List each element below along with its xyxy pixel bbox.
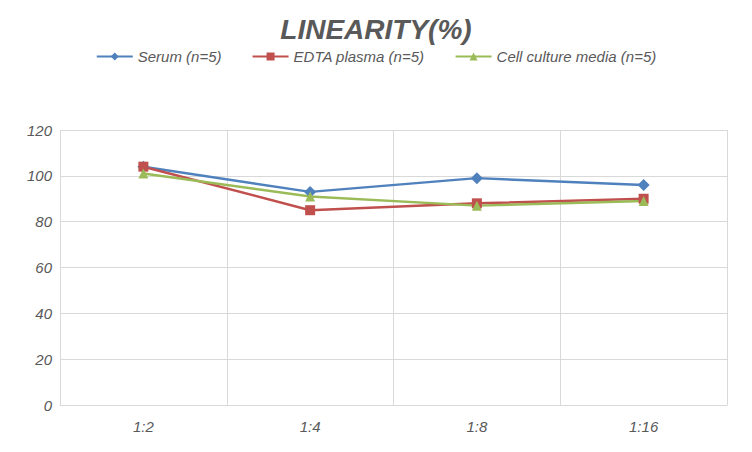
- svg-text:100: 100: [27, 167, 53, 184]
- svg-text:Serum (n=5): Serum (n=5): [138, 48, 222, 65]
- svg-text:1:8: 1:8: [466, 418, 488, 435]
- svg-text:0: 0: [44, 397, 53, 414]
- svg-text:40: 40: [35, 305, 52, 322]
- svg-text:1:16: 1:16: [629, 418, 659, 435]
- svg-text:80: 80: [35, 213, 52, 230]
- svg-text:20: 20: [34, 351, 52, 368]
- svg-text:LINEARITY(%): LINEARITY(%): [280, 14, 471, 45]
- svg-text:1:4: 1:4: [300, 418, 321, 435]
- svg-text:EDTA plasma (n=5): EDTA plasma (n=5): [294, 48, 424, 65]
- svg-text:60: 60: [35, 259, 52, 276]
- svg-text:Cell culture media (n=5): Cell culture media (n=5): [497, 48, 657, 65]
- svg-text:120: 120: [27, 122, 53, 139]
- svg-text:1:2: 1:2: [133, 418, 155, 435]
